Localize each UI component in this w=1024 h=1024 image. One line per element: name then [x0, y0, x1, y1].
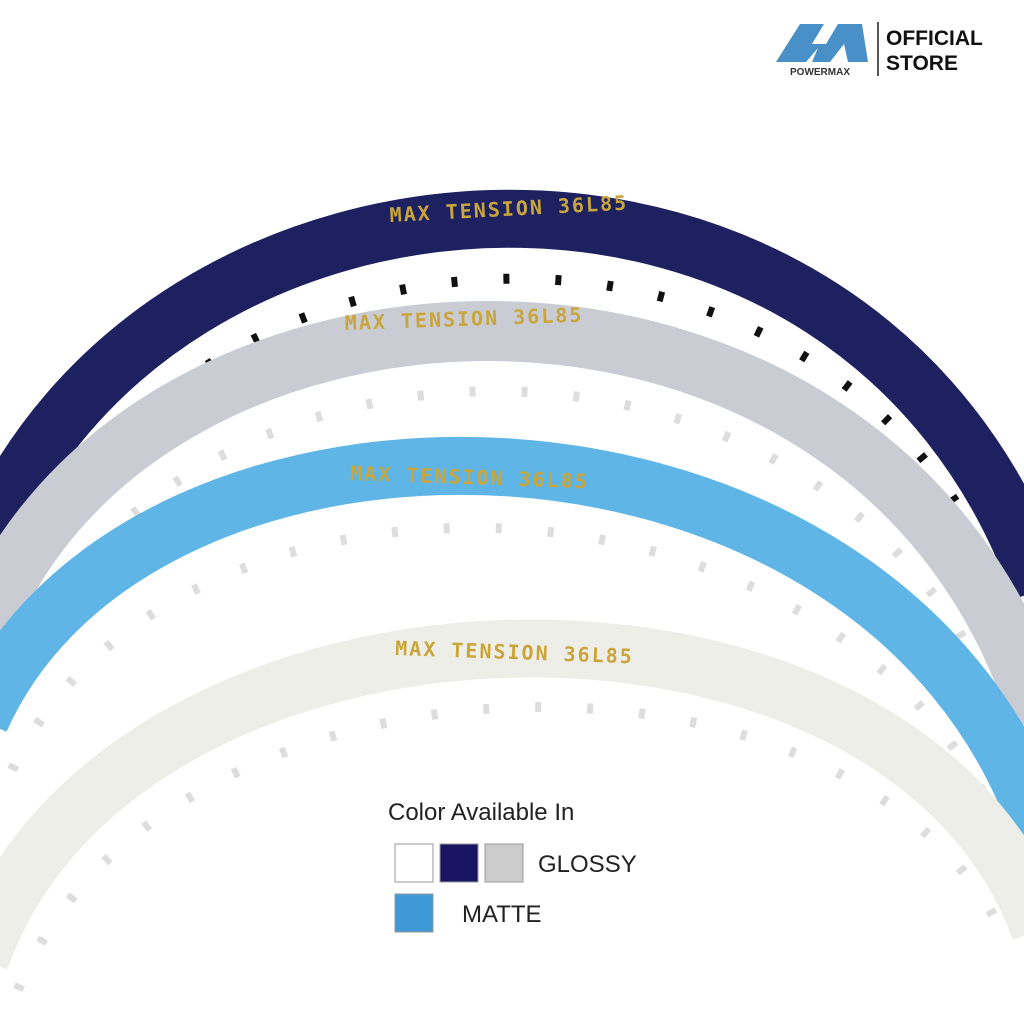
finish-label: GLOSSY: [538, 851, 637, 878]
racket: MAX TENSION 36L85: [0, 189, 1024, 612]
store-line: OFFICIAL: [886, 27, 983, 50]
racket: MAX TENSION 36L85: [0, 436, 1024, 852]
color-legend: Color Available In GLOSSY MATTE: [370, 785, 670, 945]
swatch: [394, 843, 434, 883]
swatch: [439, 843, 479, 883]
swatch: [394, 893, 434, 933]
logo: POWERMAX OFFICIAL STORE: [776, 22, 983, 78]
store-line: STORE: [886, 52, 958, 75]
swatch: [484, 843, 524, 883]
racket: MAX TENSION 36L85: [0, 619, 1024, 992]
legend-title: Color Available In: [388, 799, 574, 826]
brand: POWERMAX: [790, 67, 850, 78]
finish-label: MATTE: [462, 901, 542, 928]
